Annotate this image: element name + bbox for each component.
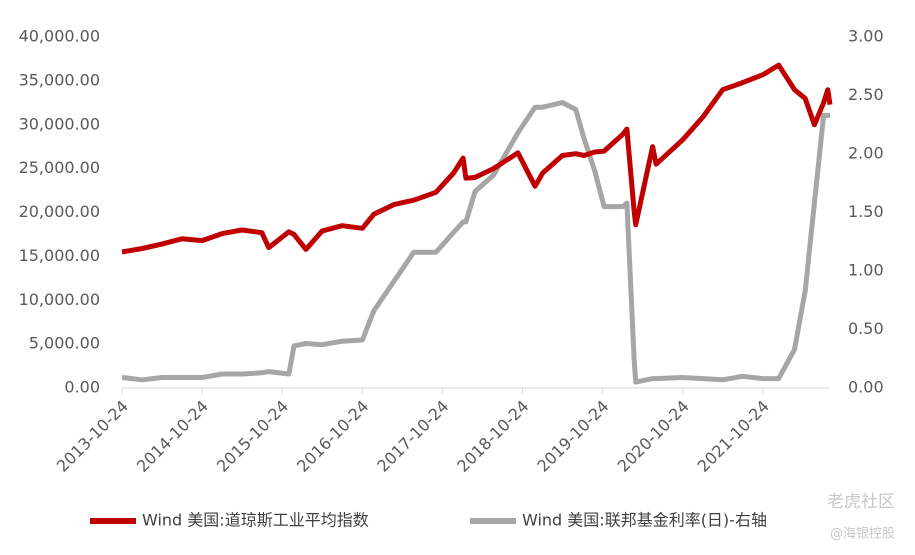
x-tick-label: 2018-10-24 [453,397,532,476]
legend-label: Wind 美国:联邦基金利率(日)-右轴 [522,511,767,530]
y-tick-label: 0.00 [64,378,100,397]
watermark: 老虎社区 [827,492,895,512]
watermark: @海银控股 [830,527,895,542]
y-tick-label: 25,000.00 [19,158,100,177]
y2-tick-label: 1.00 [848,261,884,280]
y2-tick-label: 2.00 [848,144,884,163]
y-tick-label: 15,000.00 [19,246,100,265]
series-line [121,62,833,255]
y2-tick-label: 0.50 [848,319,884,338]
x-tick-label: 2019-10-24 [533,397,612,476]
x-tick-label: 2014-10-24 [133,397,212,476]
x-tick-label: 2020-10-24 [614,397,693,476]
y-tick-label: 35,000.00 [19,70,100,89]
x-tick-label: 2017-10-24 [373,397,452,476]
y2-tick-label: 3.00 [848,27,884,46]
y-tick-label: 40,000.00 [19,27,100,46]
y-tick-label: 30,000.00 [19,114,100,133]
x-tick-label: 2016-10-24 [293,397,372,476]
series-line [121,100,831,385]
x-tick-label: 2015-10-24 [213,397,292,476]
y2-tick-label: 0.00 [848,378,884,397]
y2-tick-label: 1.50 [848,202,884,221]
x-tick-label: 2013-10-24 [53,397,132,476]
y-tick-label: 10,000.00 [19,290,100,309]
x-tick-label: 2021-10-24 [694,397,773,476]
legend-label: Wind 美国:道琼斯工业平均指数 [142,511,369,530]
y-tick-label: 20,000.00 [19,202,100,221]
y-tick-label: 5,000.00 [29,334,100,353]
y2-tick-label: 2.50 [848,85,884,104]
